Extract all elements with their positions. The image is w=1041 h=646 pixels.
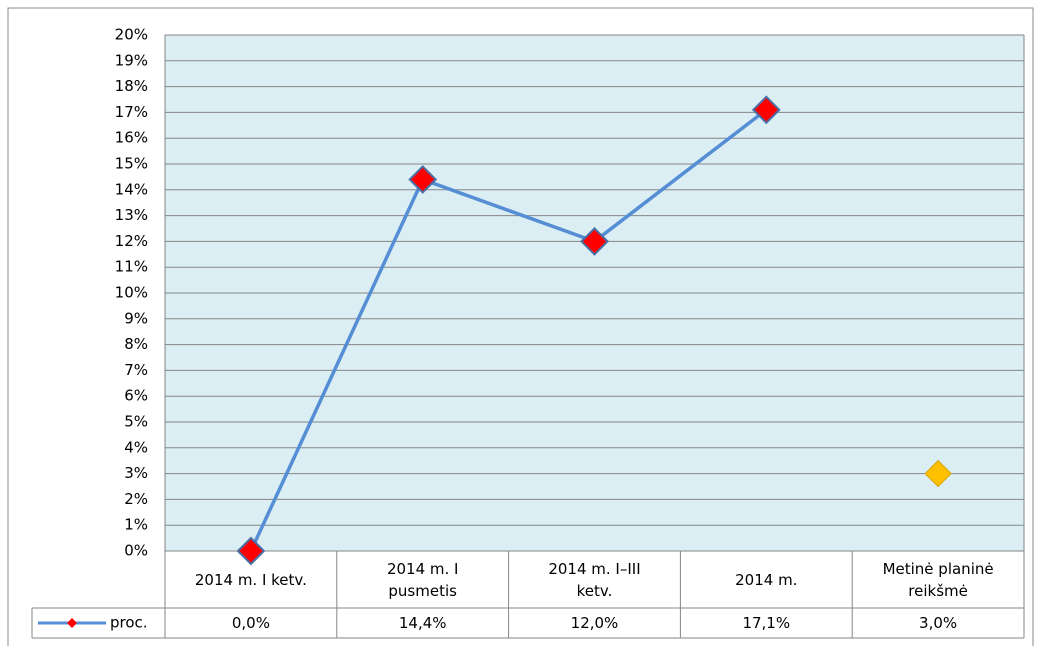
value-label: 17,1% <box>742 614 791 632</box>
y-tick-label: 11% <box>115 258 148 276</box>
value-label: 3,0% <box>919 614 958 632</box>
y-tick-label: 20% <box>115 26 148 44</box>
marker <box>924 459 952 488</box>
marker <box>580 226 609 256</box>
y-tick-label: 12% <box>115 232 148 250</box>
y-tick-label: 0% <box>124 542 148 560</box>
x-tick-label: 2014 m. <box>735 570 798 589</box>
y-tick-label: 16% <box>115 129 148 147</box>
marker <box>408 165 438 194</box>
x-tick-label: 2014 m. I pusmetis <box>386 559 459 600</box>
y-tick-label: 19% <box>115 51 148 69</box>
y-tick-label: 15% <box>115 155 148 173</box>
y-tick-label: 14% <box>115 180 148 198</box>
value-label: 0,0% <box>231 614 270 632</box>
y-tick-label: 2% <box>124 490 148 508</box>
x-tick-label: 2014 m. I–III ketv. <box>548 559 641 600</box>
x-tick-label: 2014 m. I ketv. <box>194 570 307 589</box>
y-tick-label: 3% <box>124 464 148 482</box>
y-tick-label: 9% <box>124 309 148 327</box>
y-tick-label: 5% <box>124 413 148 431</box>
legend-marker <box>67 618 77 628</box>
y-tick-label: 4% <box>124 438 148 456</box>
y-tick-label: 18% <box>115 77 148 95</box>
marker <box>751 95 781 125</box>
series-line <box>249 108 768 552</box>
y-tick-label: 13% <box>115 206 148 224</box>
legend-label: proc. <box>110 614 148 632</box>
value-label: 12,0% <box>570 614 619 632</box>
y-tick-label: 8% <box>124 335 148 353</box>
y-tick-label: 17% <box>115 103 148 121</box>
y-tick-label: 7% <box>124 361 148 379</box>
y-tick-label: 1% <box>124 516 148 534</box>
value-label: 14,4% <box>398 614 447 632</box>
marker <box>236 536 266 566</box>
chart-frame <box>7 7 1034 646</box>
x-tick-label: Metinė planinė reikšmė <box>882 559 994 600</box>
y-tick-label: 10% <box>115 284 148 302</box>
y-tick-label: 6% <box>124 387 148 405</box>
